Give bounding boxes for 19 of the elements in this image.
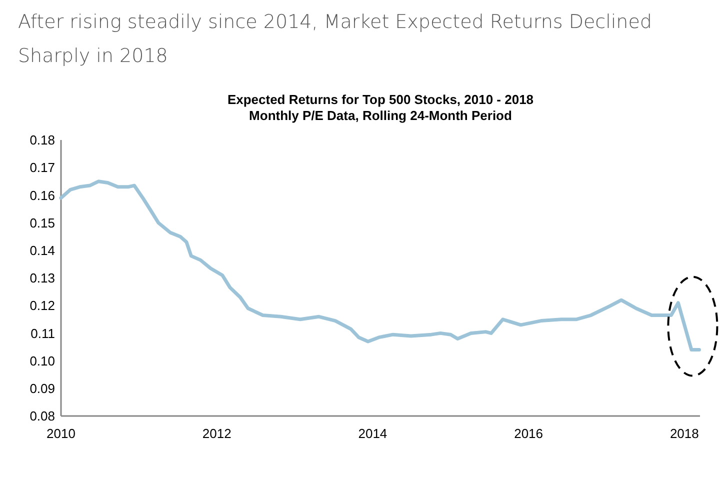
y-tick-label: 0.12: [30, 298, 55, 314]
y-tick-label: 0.10: [30, 353, 55, 368]
x-tick-label: 2016: [514, 426, 544, 441]
y-tick-label: 0.15: [30, 215, 55, 230]
y-tick-label: 0.08: [30, 408, 55, 424]
y-tick-label: 0.13: [30, 270, 55, 286]
chart-subtitle: Expected Returns for Top 500 Stocks, 2010 - 2018 Monthly P/E Data, Rolling 24-Month Period: [227, 92, 534, 123]
x-tick-label: 2018: [670, 426, 699, 441]
line-series: [59, 180, 701, 352]
y-tick-label: 0.18: [30, 132, 55, 148]
y-tick-label: 0.09: [30, 380, 55, 396]
x-tick-label: 2012: [202, 426, 232, 441]
y-tick-label: 0.11: [30, 326, 55, 341]
chart-title: After rising steadily since 2014, Market Expected Returns Declined Sharply in 2018: [18, 11, 652, 67]
x-tick-label: 2010: [46, 426, 76, 441]
y-tick-label: 0.16: [30, 188, 55, 203]
y-tick-label: 0.17: [30, 160, 55, 176]
x-tick-label: 2014: [358, 426, 388, 441]
y-tick-label: 0.14: [30, 242, 55, 258]
